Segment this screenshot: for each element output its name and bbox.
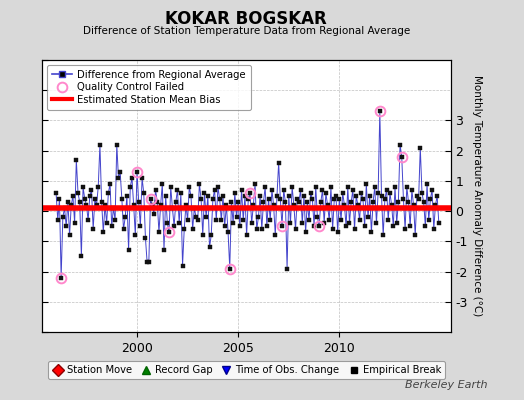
Y-axis label: Monthly Temperature Anomaly Difference (°C): Monthly Temperature Anomaly Difference (… — [472, 75, 482, 317]
Legend: Difference from Regional Average, Quality Control Failed, Estimated Station Mean: Difference from Regional Average, Qualit… — [47, 65, 250, 110]
Legend: Station Move, Record Gap, Time of Obs. Change, Empirical Break: Station Move, Record Gap, Time of Obs. C… — [48, 361, 445, 379]
Text: Berkeley Earth: Berkeley Earth — [405, 380, 487, 390]
Text: KOKAR BOGSKAR: KOKAR BOGSKAR — [166, 10, 327, 28]
Text: Difference of Station Temperature Data from Regional Average: Difference of Station Temperature Data f… — [83, 26, 410, 36]
